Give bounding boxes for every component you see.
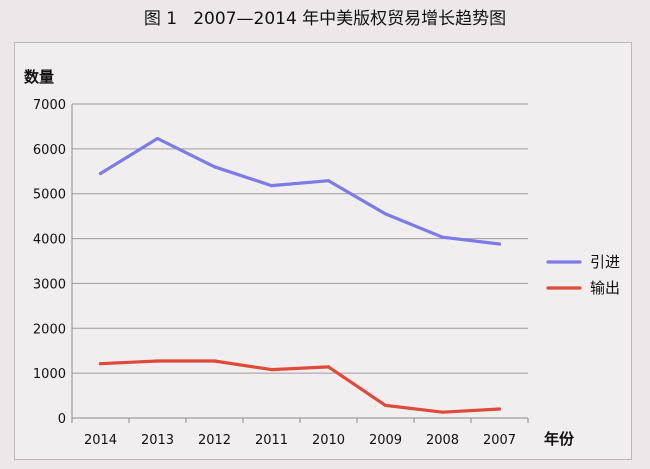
data-point (212, 359, 217, 363)
x-tick-label: 2008 (426, 433, 459, 448)
series-lines (98, 136, 502, 414)
x-tick-label: 2014 (84, 433, 117, 448)
x-tick-label: 2011 (255, 433, 288, 448)
data-point (326, 365, 331, 369)
data-point (440, 410, 445, 414)
data-point (269, 367, 274, 372)
chart-frame (14, 42, 632, 460)
data-point (383, 403, 388, 408)
data-point (155, 359, 160, 363)
data-point (155, 136, 160, 141)
y-tick-label: 7000 (33, 98, 66, 113)
data-point (497, 407, 502, 411)
y-tick-label: 6000 (33, 143, 66, 158)
legend-label: 引进 (590, 253, 620, 271)
x-axis-title: 年份 (544, 430, 575, 448)
x-tick-label: 2012 (198, 433, 231, 448)
data-point (497, 242, 502, 246)
data-point (383, 212, 388, 216)
y-tick-label: 0 (58, 412, 66, 427)
series-line-2 (98, 359, 502, 414)
x-tick-label: 2009 (369, 433, 402, 448)
x-tick-labels: 2014 2013 2012 2011 2010 2009 2008 2007 (84, 433, 516, 448)
data-point (98, 171, 103, 176)
data-point (326, 179, 331, 183)
series-line-1 (98, 136, 502, 246)
data-point (98, 362, 103, 366)
data-point (212, 165, 217, 169)
figure-title: 图 1 2007—2014 年中美版权贸易增长趋势图 (143, 9, 507, 29)
x-tick-label: 2007 (483, 433, 516, 448)
axes (71, 104, 529, 423)
y-tick-label: 2000 (33, 322, 66, 337)
y-tick-label: 3000 (33, 277, 66, 292)
y-axis-title: 数量 (24, 68, 54, 86)
data-point (440, 235, 445, 239)
y-tick-label: 4000 (33, 233, 66, 248)
y-tick-label: 5000 (33, 188, 66, 203)
x-tick-label: 2013 (141, 433, 174, 448)
legend-label: 输出 (590, 279, 620, 297)
y-tick-label: 1000 (33, 367, 66, 382)
y-tick-labels: 0 1000 2000 3000 4000 5000 6000 7000 (33, 98, 66, 427)
x-tick-label: 2010 (312, 433, 345, 448)
data-point (269, 184, 274, 188)
